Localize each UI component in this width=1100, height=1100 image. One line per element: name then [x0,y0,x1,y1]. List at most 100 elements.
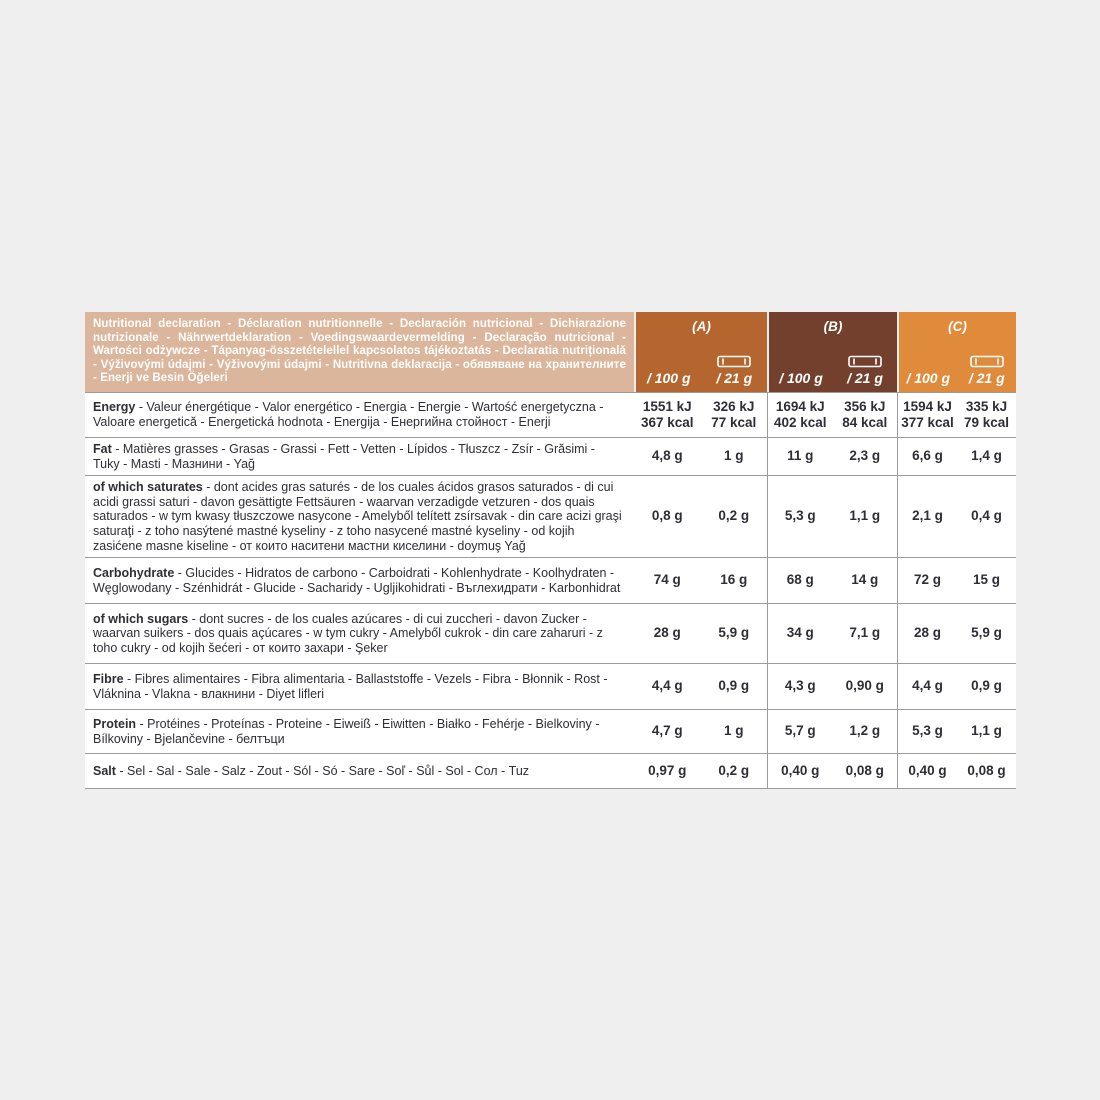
value-b-per100g: 68 g [786,572,814,588]
nutrient-label: Carbohydrate - Glucides - Hidratos de ca… [85,558,634,603]
value-c-per21g: 0,08 g [967,762,1006,778]
value-c-per21g: 0,9 g [971,678,1002,694]
value-a-per21g: 5,9 g [718,625,750,641]
per-100g-text: / 100 g [779,370,823,386]
nutrient-label: of which saturates - dont acides gras sa… [85,476,634,557]
value-a-per100g: 4,4 g [651,678,683,694]
values-column-a: 0,97 g 0,2 g [634,754,767,788]
nutrient-name: Protein [93,717,137,732]
nutrient-translations: - Matières grasses - Grasas - Grassi - F… [93,442,595,471]
column-header-a: (A) / 100 g / 21 g [634,312,767,392]
value-b-per100g: 11 g [787,448,814,464]
energy-bar-icon [848,355,882,368]
per-100g-text: / 100 g [906,370,951,386]
nutrient-label: Fat - Matières grasses - Grasas - Grassi… [85,438,634,475]
values-column-a: 4,8 g 1 g [634,438,767,475]
nutrient-label-text: Salt - Sel - Sal - Sale - Salz - Zout - … [93,764,529,779]
nutrient-label: of which sugars - dont sucres - de los c… [85,604,634,663]
value-b-per21g: 0,08 g [845,762,884,778]
value-a-per21g: 326 kJ 77 kcal [711,398,757,431]
per-bar-label: / 21 g [833,355,897,386]
per-100g-label: / 100 g [636,355,702,386]
value-b-per100g: 1694 kJ 402 kcal [773,398,827,431]
value-b-per21g: 1,1 g [849,508,881,524]
per-21g-text: / 21 g [847,370,883,386]
values-column-a: 0,8 g 0,2 g [634,476,767,557]
per-bar-label: / 21 g [702,355,768,386]
nutrient-name: Carbohydrate [93,566,175,581]
value-a-per100g: 4,7 g [651,723,683,739]
values-column-b: 1694 kJ 402 kcal 356 kJ 84 kcal [767,393,897,437]
value-c-per21g: 15 g [972,572,1000,588]
per-100g-text: / 100 g [646,370,691,386]
values-column-c: 6,6 g 1,4 g [897,438,1016,476]
per-21g-text: / 21 g [716,370,753,386]
values-column-c: 1594 kJ 377 kcal 335 kJ 79 kcal [897,393,1016,437]
values-column-c: 28 g 5,9 g [897,604,1016,664]
values-column-c: 72 g 15 g [897,558,1016,604]
value-c-per21g: 1,1 g [971,723,1002,739]
nutrient-translations: - dont acides gras saturés - de los cual… [93,480,622,553]
nutrient-label-text: of which sugars - dont sucres - de los c… [93,612,624,656]
value-c-per100g: 4,4 g [912,678,943,694]
value-b-per100g: 5,7 g [784,723,816,739]
column-a-units: / 100 g / 21 g [636,355,767,392]
value-b-per21g: 2,3 g [849,448,881,464]
multilingual-declaration-label: Nutritional declaration - Déclaration nu… [85,312,634,392]
nutrient-translations: - dont sucres - de los cuales azúcares -… [93,611,603,655]
values-column-c: 5,3 g 1,1 g [897,710,1016,754]
value-c-per100g: 0,40 g [908,762,947,778]
values-column-c: 0,40 g 0,08 g [897,754,1016,789]
value-b-per100g: 5,3 g [784,508,816,524]
value-a-per21g: 0,2 g [718,762,750,778]
nutrient-name: Salt [93,763,116,778]
values-column-a: 28 g 5,9 g [634,604,767,663]
nutrient-label-text: Energy - Valeur énergétique - Valor ener… [93,400,624,429]
value-b-per100g: 4,3 g [784,678,816,694]
values-column-b: 5,7 g 1,2 g [767,710,897,754]
value-c-per100g: 2,1 g [912,508,943,524]
column-c-label: (C) [948,319,967,334]
per-bar-label: / 21 g [958,355,1017,386]
nutrient-name: Fat [93,442,112,456]
value-c-per100g: 1594 kJ 377 kcal [901,398,954,431]
column-b-units: / 100 g / 21 g [769,355,897,392]
value-b-per100g: 0,40 g [781,762,820,778]
nutrient-name: Energy [93,400,136,415]
values-column-b: 0,40 g 0,08 g [767,754,897,789]
value-b-per21g: 14 g [851,572,879,588]
nutrient-row: of which saturates - dont acides gras sa… [85,475,1016,558]
nutrient-label-text: of which saturates - dont acides gras sa… [93,480,624,553]
value-c-per100g: 28 g [913,625,941,641]
value-a-per100g: 0,8 g [651,508,683,524]
value-a-per21g: 0,9 g [718,678,750,694]
table-header: Nutritional declaration - Déclaration nu… [85,312,1016,392]
value-b-per21g: 7,1 g [849,625,881,641]
values-column-c: 4,4 g 0,9 g [897,664,1016,710]
value-c-per100g: 72 g [913,572,941,588]
nutrient-label-text: Fibre - Fibres alimentaires - Fibra alim… [93,672,624,701]
nutrient-translations: - Valeur énergétique - Valor energético … [93,400,604,429]
values-column-a: 4,7 g 1 g [634,710,767,753]
nutrient-label-text: Fat - Matières grasses - Grasas - Grassi… [93,442,624,471]
per-21g-text: / 21 g [968,370,1005,386]
nutrient-translations: - Protéines - Proteínas - Proteine - Eiw… [93,717,600,746]
nutrient-label-text: Carbohydrate - Glucides - Hidratos de ca… [93,566,624,595]
value-b-per21g: 1,2 g [849,723,881,739]
nutrient-row: of which sugars - dont sucres - de los c… [85,603,1016,664]
value-a-per100g: 0,97 g [648,762,687,778]
value-c-per21g: 1,4 g [971,448,1002,464]
nutrient-row: Carbohydrate - Glucides - Hidratos de ca… [85,557,1016,604]
value-a-per100g: 4,8 g [651,448,683,464]
value-a-per21g: 0,2 g [718,508,750,524]
nutrient-label: Fibre - Fibres alimentaires - Fibra alim… [85,664,634,709]
values-column-a: 4,4 g 0,9 g [634,664,767,709]
column-c-units: / 100 g / 21 g [899,355,1016,392]
nutrient-label: Salt - Sel - Sal - Sale - Salz - Zout - … [85,754,634,788]
nutrient-translations: - Fibres alimentaires - Fibra alimentari… [93,672,608,701]
value-b-per21g: 356 kJ 84 kcal [842,398,888,431]
value-c-per21g: 5,9 g [971,625,1002,641]
values-column-b: 4,3 g 0,90 g [767,664,897,710]
nutrient-row: Fibre - Fibres alimentaires - Fibra alim… [85,663,1016,710]
